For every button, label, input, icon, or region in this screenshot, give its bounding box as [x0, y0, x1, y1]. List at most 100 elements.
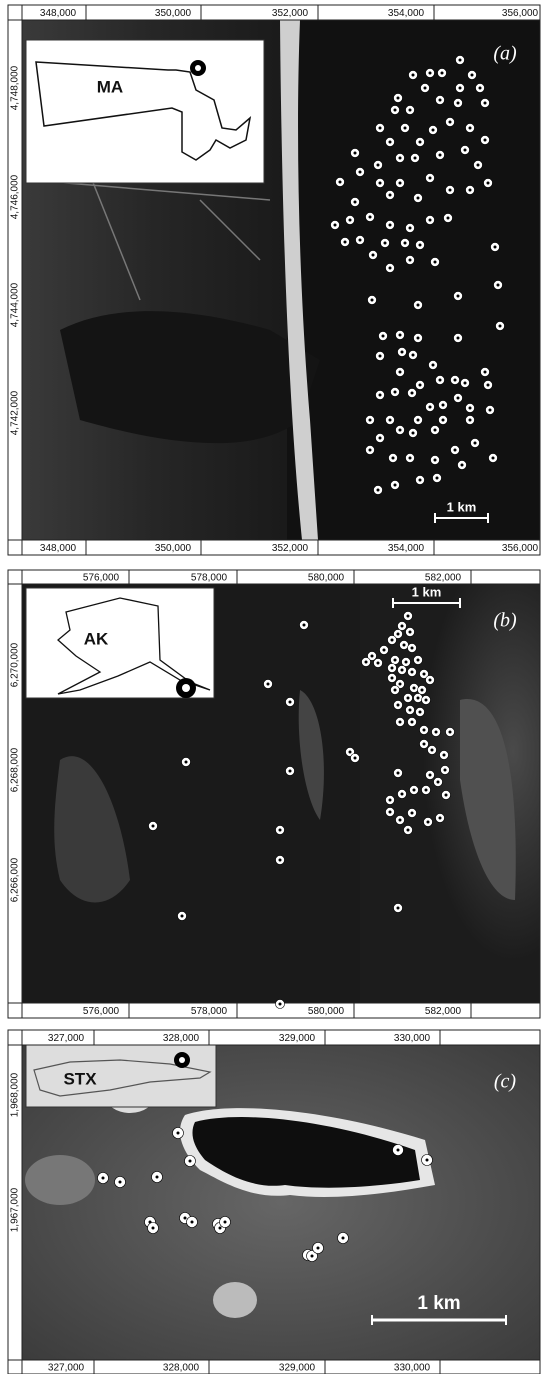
sample-site-center [456, 396, 460, 400]
sample-site-center [388, 193, 392, 197]
y-tick-label: 4,742,000 [10, 390, 21, 435]
sample-site-center [418, 243, 422, 247]
panel-frame [7, 569, 541, 1019]
y-tick-label: 1,967,000 [10, 1187, 21, 1232]
sample-site-center [155, 1175, 159, 1179]
sample-site-center [442, 753, 446, 757]
sample-site-center [378, 181, 382, 185]
y-tick-label: 4,744,000 [10, 282, 21, 327]
sample-site-center [398, 682, 402, 686]
sample-site-center [435, 476, 439, 480]
sample-site-center [388, 266, 392, 270]
sample-site-center [402, 643, 406, 647]
sample-site-center [498, 324, 502, 328]
x-tick-label: 354,000 [388, 8, 425, 19]
x-tick-label: 350,000 [155, 8, 192, 19]
sample-site-center [288, 769, 292, 773]
sample-site-center [368, 448, 372, 452]
sample-site-center [438, 153, 442, 157]
sample-site-center [370, 298, 374, 302]
inset-c [25, 1044, 217, 1108]
sample-site-center [441, 403, 445, 407]
sample-site-center [391, 456, 395, 460]
panel-label: (a) [493, 43, 517, 65]
sample-site-center [408, 226, 412, 230]
y-tick-label: 4,748,000 [10, 65, 21, 110]
sample-site-center [398, 181, 402, 185]
sample-site-center [438, 98, 442, 102]
sample-site-center [180, 914, 184, 918]
sample-site-center [433, 428, 437, 432]
sample-site-center [408, 258, 412, 262]
sample-site-center [398, 156, 402, 160]
sample-site-center [406, 696, 410, 700]
sample-site-center [333, 223, 337, 227]
sample-site-center [422, 672, 426, 676]
sample-site-center [430, 748, 434, 752]
sample-site-center [382, 648, 386, 652]
x-tick-label: 576,000 [83, 573, 120, 584]
sample-site-center [418, 478, 422, 482]
sample-site-center [376, 163, 380, 167]
sample-site-center [176, 1131, 180, 1135]
sample-site-center [183, 1216, 187, 1220]
sample-site-center [368, 418, 372, 422]
sample-site-center [408, 708, 412, 712]
sample-site-center [370, 654, 374, 658]
sample-site-center [343, 240, 347, 244]
sample-site-center [446, 216, 450, 220]
sample-site-center [396, 771, 400, 775]
panel-label: (c) [494, 1071, 517, 1093]
sample-site-center [440, 71, 444, 75]
sample-site-center [398, 370, 402, 374]
sample-site-center [456, 101, 460, 105]
sample-site-center [418, 710, 422, 714]
x-tick-label: 330,000 [394, 1033, 431, 1044]
sample-site-center [420, 688, 424, 692]
sample-site-center [493, 245, 497, 249]
sample-site-center [425, 1158, 429, 1162]
sample-site-center [388, 810, 392, 814]
sample-site-center [443, 768, 447, 772]
x-tick-label: 356,000 [502, 543, 539, 554]
sample-site-center [266, 682, 270, 686]
sample-site-center [426, 820, 430, 824]
sample-site-center [393, 658, 397, 662]
sample-site-center [428, 405, 432, 409]
sample-site-center [223, 1220, 227, 1224]
sample-site-center [412, 788, 416, 792]
x-tick-label: 327,000 [48, 1363, 85, 1374]
x-tick-label: 354,000 [388, 543, 425, 554]
sample-site-center [338, 180, 342, 184]
sample-site-center [444, 793, 448, 797]
panel-frame [7, 4, 541, 556]
sample-site-center [456, 294, 460, 298]
sample-site-center [486, 383, 490, 387]
sample-site-center [388, 140, 392, 144]
sample-site-center [418, 140, 422, 144]
sample-site-center [416, 696, 420, 700]
x-tick-label: 578,000 [191, 1006, 228, 1017]
sample-site-center [431, 363, 435, 367]
sample-site-center [476, 163, 480, 167]
sample-site-center [424, 788, 428, 792]
sample-site-center [390, 638, 394, 642]
sample-site-center [310, 1254, 314, 1258]
sample-site-center [388, 418, 392, 422]
sample-site-center [460, 463, 464, 467]
y-tick-label: 6,270,000 [10, 642, 21, 687]
sample-site-center [483, 370, 487, 374]
sample-site-center [302, 623, 306, 627]
sample-site-center [398, 333, 402, 337]
sample-site-center [428, 773, 432, 777]
sample-site-center [353, 151, 357, 155]
sample-site-center [411, 73, 415, 77]
sample-site-center [371, 253, 375, 257]
sample-site-center [428, 71, 432, 75]
sample-site-center [458, 58, 462, 62]
sample-site-center [416, 303, 420, 307]
sample-site-center [376, 661, 380, 665]
sample-site-center [486, 181, 490, 185]
sample-site-center [278, 1002, 282, 1006]
x-tick-label: 582,000 [425, 573, 462, 584]
